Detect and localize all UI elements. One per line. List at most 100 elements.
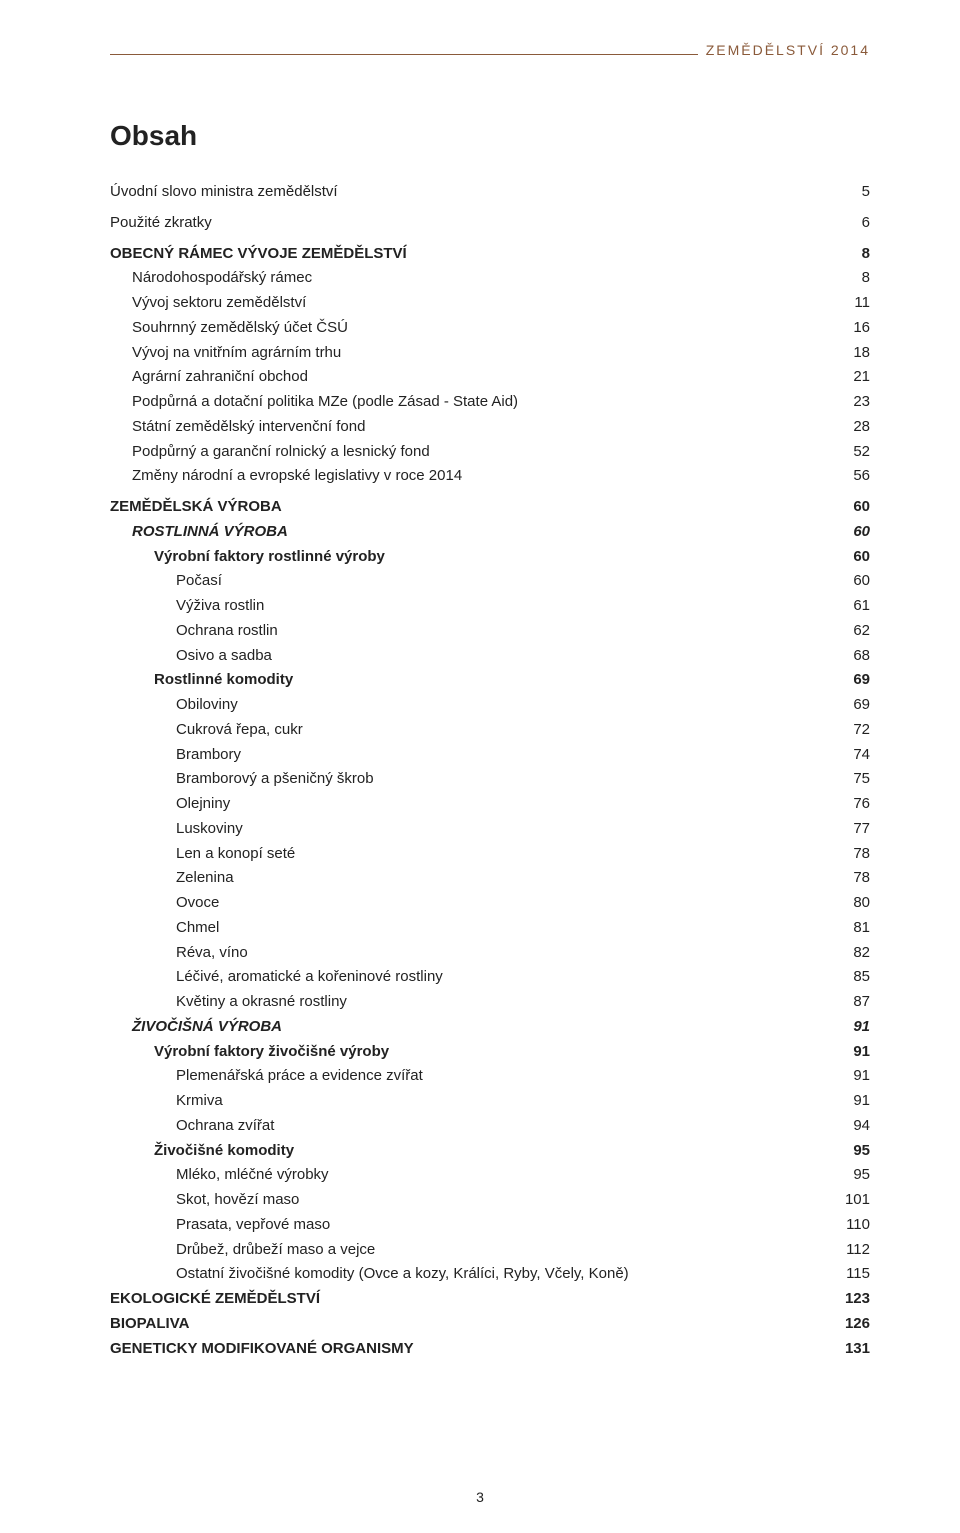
toc-label: Výrobní faktory živočišné výroby: [154, 1040, 389, 1063]
toc-page: 56: [840, 464, 870, 487]
toc-entry: Luskoviny77: [110, 817, 870, 840]
toc-entry: Mléko, mléčné výrobky 95: [110, 1163, 870, 1186]
toc-label: Ochrana rostlin: [176, 619, 278, 642]
toc-page: 16: [840, 316, 870, 339]
toc-page: 126: [840, 1312, 870, 1335]
toc-entry: Krmiva91: [110, 1089, 870, 1112]
toc-label: Chmel: [176, 916, 219, 939]
toc-label: Cukrová řepa, cukr: [176, 718, 303, 741]
toc-page: 77: [840, 817, 870, 840]
toc-page: 69: [840, 693, 870, 716]
toc-label: Vývoj na vnitřním agrárním trhu: [132, 341, 341, 364]
document-page: ZEMĚDĚLSTVÍ 2014 Obsah Úvodní slovo mini…: [0, 0, 960, 1533]
toc-page: 91: [840, 1040, 870, 1063]
toc-page: 78: [840, 866, 870, 889]
toc-entry: Podpůrný a garanční rolnický a lesnický …: [110, 440, 870, 463]
toc-page: 95: [840, 1163, 870, 1186]
toc-page: 78: [840, 842, 870, 865]
toc-page: 74: [840, 743, 870, 766]
header-title: ZEMĚDĚLSTVÍ 2014: [698, 42, 870, 58]
toc-page: 11: [840, 291, 870, 314]
toc-entry: ŽIVOČIŠNÁ VÝROBA 91: [110, 1015, 870, 1038]
toc-entry: Podpůrná a dotační politika MZe (podle Z…: [110, 390, 870, 413]
toc-entry: Výrobní faktory rostlinné výroby 60: [110, 545, 870, 568]
toc-page: 75: [840, 767, 870, 790]
toc-label: Podpůrná a dotační politika MZe (podle Z…: [132, 390, 518, 413]
toc-page: 52: [840, 440, 870, 463]
toc-label: Osivo a sadba: [176, 644, 272, 667]
table-of-contents: Úvodní slovo ministra zemědělství 5 Použit…: [110, 180, 870, 1360]
toc-page: 101: [840, 1188, 870, 1211]
toc-page: 110: [840, 1213, 870, 1236]
toc-entry: Živočišné komodity 95: [110, 1139, 870, 1162]
toc-label: Brambory: [176, 743, 241, 766]
toc-entry: Výrobní faktory živočišné výroby 91: [110, 1040, 870, 1063]
toc-entry: Léčivé, aromatické a kořeninové rostliny…: [110, 965, 870, 988]
toc-page: 6: [840, 211, 870, 234]
toc-label: OBECNÝ RÁMEC VÝVOJE ZEMĚDĚLSTVÍ: [110, 242, 407, 265]
toc-entry: Ostatní živočišné komodity (Ovce a kozy,…: [110, 1262, 870, 1285]
toc-label: ŽIVOČIŠNÁ VÝROBA: [132, 1015, 282, 1038]
toc-label: Vývoj sektoru zemědělství: [132, 291, 306, 314]
toc-page: 76: [840, 792, 870, 815]
toc-label: Výrobní faktory rostlinné výroby: [154, 545, 385, 568]
toc-entry: Cukrová řepa, cukr72: [110, 718, 870, 741]
toc-entry: Bramborový a pšeničný škrob75: [110, 767, 870, 790]
toc-label: Úvodní slovo ministra zemědělství: [110, 180, 338, 203]
toc-page: 131: [840, 1337, 870, 1360]
toc-page: 28: [840, 415, 870, 438]
toc-page: 85: [840, 965, 870, 988]
toc-page: 91: [840, 1064, 870, 1087]
toc-entry: GENETICKY MODIFIKOVANÉ ORGANISMY131: [110, 1337, 870, 1360]
toc-label: Olejniny: [176, 792, 230, 815]
toc-entry: Zelenina 78: [110, 866, 870, 889]
toc-label: Ovoce: [176, 891, 219, 914]
toc-entry: OBECNÝ RÁMEC VÝVOJE ZEMĚDĚLSTVÍ8: [110, 242, 870, 265]
toc-entry: Brambory 74: [110, 743, 870, 766]
toc-page: 5: [840, 180, 870, 203]
toc-entry: Počasí 60: [110, 569, 870, 592]
toc-entry: Obiloviny69: [110, 693, 870, 716]
toc-label: Agrární zahraniční obchod: [132, 365, 308, 388]
toc-page: 60: [840, 520, 870, 543]
toc-entry: Státní zemědělský intervenční fond28: [110, 415, 870, 438]
toc-entry: Plemenářská práce a evidence zvířat91: [110, 1064, 870, 1087]
toc-label: Použité zkratky: [110, 211, 212, 234]
toc-entry: Úvodní slovo ministra zemědělství 5: [110, 180, 870, 203]
toc-page: 18: [840, 341, 870, 364]
toc-label: ZEMĚDĚLSKÁ VÝROBA: [110, 495, 282, 518]
toc-page: 115: [840, 1262, 870, 1285]
toc-label: Mléko, mléčné výrobky: [176, 1163, 329, 1186]
toc-entry: Květiny a okrasné rostliny87: [110, 990, 870, 1013]
toc-label: Živočišné komodity: [154, 1139, 294, 1162]
toc-entry: Změny národní a evropské legislativy v r…: [110, 464, 870, 487]
toc-page: 60: [840, 545, 870, 568]
toc-label: Drůbež, drůbeží maso a vejce: [176, 1238, 375, 1261]
toc-page: 21: [840, 365, 870, 388]
toc-page: 62: [840, 619, 870, 642]
toc-page: 69: [840, 668, 870, 691]
toc-page: 95: [840, 1139, 870, 1162]
toc-page: 123: [840, 1287, 870, 1310]
toc-entry: Skot, hovězí maso101: [110, 1188, 870, 1211]
toc-page: 60: [840, 495, 870, 518]
toc-label: Souhrnný zemědělský účet ČSÚ: [132, 316, 348, 339]
toc-entry: Souhrnný zemědělský účet ČSÚ 16: [110, 316, 870, 339]
toc-entry: Len a konopí seté78: [110, 842, 870, 865]
toc-label: Zelenina: [176, 866, 234, 889]
toc-label: Podpůrný a garanční rolnický a lesnický …: [132, 440, 430, 463]
toc-page: 112: [840, 1238, 870, 1261]
toc-entry: Agrární zahraniční obchod 21: [110, 365, 870, 388]
toc-label: Výživa rostlin: [176, 594, 264, 617]
toc-entry: Použité zkratky 6: [110, 211, 870, 234]
toc-page: 91: [840, 1015, 870, 1038]
toc-label: Počasí: [176, 569, 222, 592]
toc-entry: Ovoce80: [110, 891, 870, 914]
toc-entry: Výživa rostlin61: [110, 594, 870, 617]
toc-entry: Chmel81: [110, 916, 870, 939]
toc-page: 87: [840, 990, 870, 1013]
toc-label: Ostatní živočišné komodity (Ovce a kozy,…: [176, 1262, 629, 1285]
toc-page: 60: [840, 569, 870, 592]
toc-entry: Drůbež, drůbeží maso a vejce 112: [110, 1238, 870, 1261]
toc-page: 91: [840, 1089, 870, 1112]
